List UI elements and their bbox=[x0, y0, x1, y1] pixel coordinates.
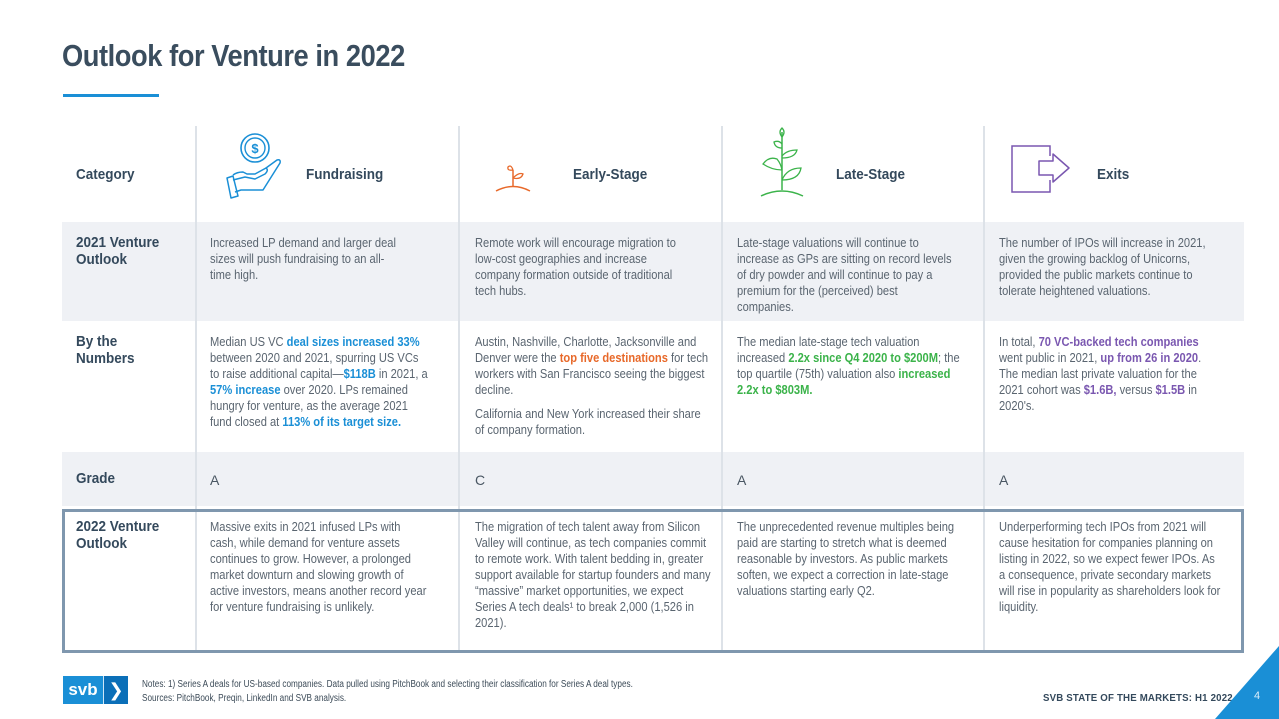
notes-line: Notes: 1) Series A deals for US-based co… bbox=[142, 679, 633, 690]
header-cell-late-stage: Late-Stage bbox=[721, 126, 983, 222]
cell-2021-exits: The number of IPOs will increase in 2021… bbox=[999, 236, 1206, 298]
cell-numbers-late-stage: The median late-stage tech valuation inc… bbox=[737, 335, 960, 397]
table-header-row: Category $ Fundraising Early-Stage bbox=[62, 126, 1244, 222]
header-cell-exits: Exits bbox=[983, 126, 1244, 222]
cell-2022-fundraising: Massive exits in 2021 infused LPs with c… bbox=[210, 520, 427, 614]
corner-triangle bbox=[1215, 646, 1279, 719]
svg-text:$: $ bbox=[251, 141, 259, 156]
sprout-icon bbox=[495, 165, 531, 192]
header-category-label: Category bbox=[76, 165, 135, 183]
header-late-stage-label: Late-Stage bbox=[836, 165, 906, 183]
report-brand: SVB STATE OF THE MARKETS: H1 2022 bbox=[1043, 692, 1233, 704]
grade-early-stage: C bbox=[475, 472, 486, 488]
footnotes: Notes: 1) Series A deals for US-based co… bbox=[142, 678, 633, 706]
cell-2022-exits: Underperforming tech IPOs from 2021 will… bbox=[999, 520, 1221, 614]
title-underline bbox=[63, 94, 159, 97]
page-number: 4 bbox=[1254, 690, 1261, 702]
row-label-2022-outlook: 2022 Venture Outlook bbox=[76, 518, 160, 552]
header-exits-label: Exits bbox=[1097, 165, 1130, 183]
grade-exits: A bbox=[999, 472, 1009, 488]
table-row-grade: Grade A C A A bbox=[62, 452, 1244, 506]
cell-numbers-fundraising: Median US VC deal sizes increased 33% be… bbox=[210, 335, 428, 429]
cell-2022-early-stage: The migration of tech talent away from S… bbox=[475, 520, 711, 630]
cell-2021-late-stage: Late-stage valuations will continue to i… bbox=[737, 236, 952, 314]
chevron-right-icon: ❯ bbox=[103, 676, 128, 704]
header-fundraising-label: Fundraising bbox=[306, 165, 384, 183]
cell-2022-late-stage: The unprecedented revenue multiples bein… bbox=[737, 520, 955, 598]
cell-numbers-exits: In total, 70 VC-backed tech companies we… bbox=[999, 335, 1202, 413]
svb-logo-text: svb bbox=[63, 676, 103, 704]
cell-2021-early-stage: Remote work will encourage migration to … bbox=[475, 236, 676, 298]
svb-logo: svb ❯ bbox=[63, 676, 128, 704]
grade-fundraising: A bbox=[210, 472, 220, 488]
table-row-2021-outlook: 2021 Venture Outlook Increased LP demand… bbox=[62, 222, 1244, 321]
row-label-grade: Grade bbox=[76, 470, 116, 487]
cell-numbers-early-stage: Austin, Nashville, Charlotte, Jacksonvil… bbox=[475, 335, 709, 437]
exit-arrow-icon bbox=[1011, 145, 1070, 193]
row-label-by-the-numbers: By the Numbers bbox=[76, 333, 135, 367]
table-row-2022-outlook: 2022 Venture Outlook Massive exits in 20… bbox=[62, 506, 1244, 650]
header-cell-early-stage: Early-Stage bbox=[458, 126, 721, 222]
header-cell-category: Category bbox=[62, 126, 195, 222]
plant-icon bbox=[760, 127, 804, 197]
table-row-by-the-numbers: By the Numbers Median US VC deal sizes i… bbox=[62, 321, 1244, 452]
header-cell-fundraising: $ Fundraising bbox=[195, 126, 458, 222]
row-label-2021-outlook: 2021 Venture Outlook bbox=[76, 234, 160, 268]
outlook-table: Category $ Fundraising Early-Stage bbox=[62, 126, 1244, 650]
page-title: Outlook for Venture in 2022 bbox=[62, 38, 405, 73]
grade-late-stage: A bbox=[737, 472, 747, 488]
cell-2021-fundraising: Increased LP demand and larger deal size… bbox=[210, 236, 396, 282]
sources-line: Sources: PitchBook, Preqin, LinkedIn and… bbox=[142, 693, 347, 704]
hand-coin-icon: $ bbox=[226, 133, 281, 199]
header-early-stage-label: Early-Stage bbox=[573, 165, 648, 183]
